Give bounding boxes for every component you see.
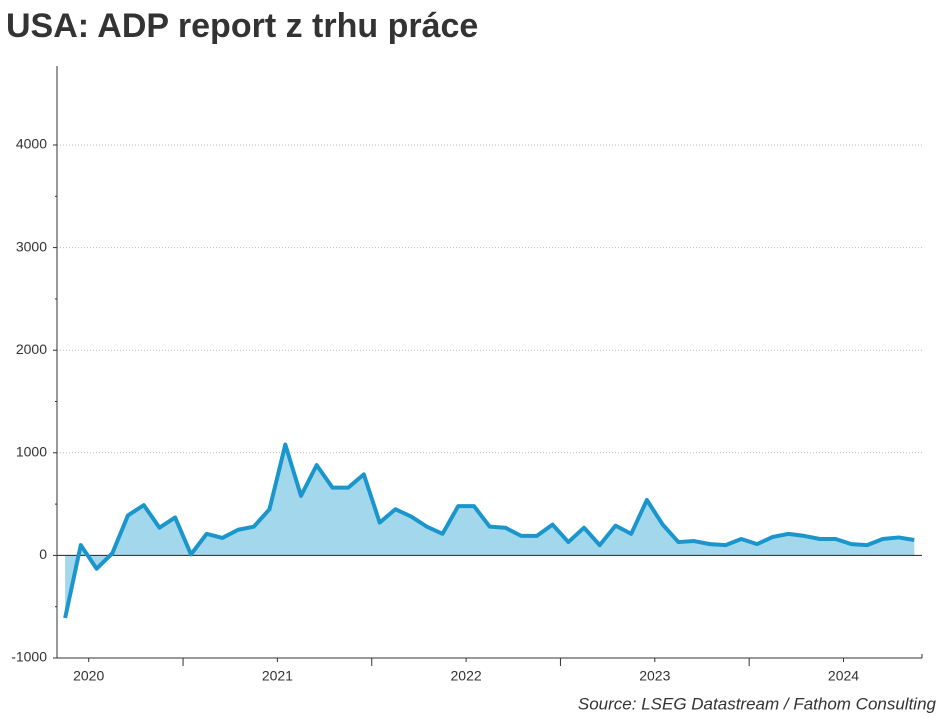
chart-title: USA: ADP report z trhu práce: [6, 7, 478, 45]
x-tick-label: 2021: [262, 668, 293, 684]
line: [63, 442, 915, 619]
x-tick-label: 2023: [639, 668, 670, 684]
y-tick-label: 1000: [16, 444, 47, 460]
source: Source: LSEG Datastream / Fathom Consult…: [578, 694, 937, 713]
y-tick-label: 0: [39, 546, 47, 562]
x-tick-label: 2022: [451, 668, 482, 684]
area: [65, 444, 915, 618]
y-tick-label: -1000: [11, 649, 47, 665]
y-tick-label: 2000: [16, 341, 47, 357]
x-tick-label: 2024: [828, 668, 859, 684]
y-tick-label: 4000: [16, 136, 47, 152]
y-tick-label: 3000: [16, 238, 47, 254]
x-tick-label: 2020: [73, 668, 104, 684]
